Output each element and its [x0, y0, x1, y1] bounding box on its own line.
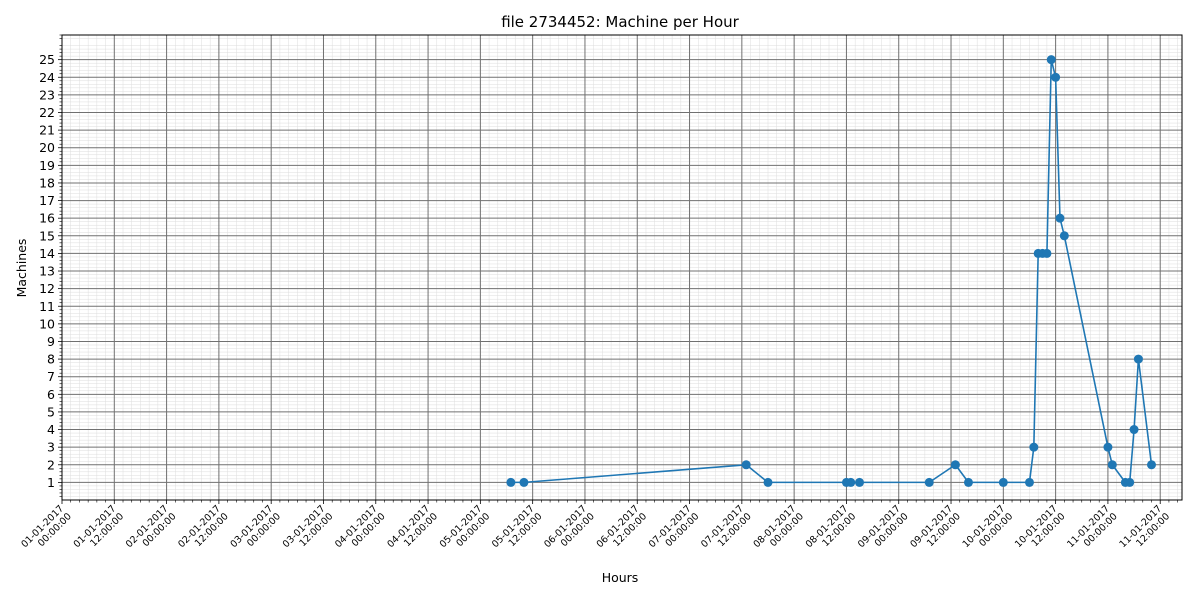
y-tick-label: 18 — [39, 175, 55, 190]
data-point — [855, 477, 865, 487]
x-tick-label: 09-01-201700:00:00 — [856, 503, 911, 558]
y-tick-label: 21 — [39, 123, 55, 138]
y-tick-label: 2 — [47, 457, 55, 472]
x-tick-label: 08-01-201700:00:00 — [751, 503, 806, 558]
x-tick-label: 03-01-201712:00:00 — [281, 503, 336, 558]
x-tick-label: 02-01-201712:00:00 — [176, 503, 231, 558]
x-tick-label: 06-01-201712:00:00 — [595, 503, 650, 558]
series-layer — [506, 55, 1156, 487]
x-tick-label: 10-01-201712:00:00 — [1013, 503, 1068, 558]
data-point — [1125, 477, 1135, 487]
y-tick-label: 25 — [39, 52, 55, 67]
data-point — [763, 477, 773, 487]
y-tick-label: 20 — [39, 140, 55, 155]
y-tick-label: 13 — [39, 264, 55, 279]
data-point — [741, 460, 751, 470]
x-tick-label: 08-01-201712:00:00 — [804, 503, 859, 558]
y-tick-label: 8 — [47, 352, 55, 367]
y-tick-label: 23 — [39, 87, 55, 102]
y-tick-label: 9 — [47, 334, 55, 349]
chart-title: file 2734452: Machine per Hour — [501, 13, 739, 31]
data-point — [506, 477, 516, 487]
x-tick-label: 11-01-201712:00:00 — [1118, 503, 1173, 558]
x-tick-label: 07-01-201700:00:00 — [647, 503, 702, 558]
x-tick-label: 04-01-201700:00:00 — [333, 503, 388, 558]
x-tick-label: 05-01-201700:00:00 — [438, 503, 493, 558]
x-tick-label: 03-01-201700:00:00 — [228, 503, 283, 558]
data-point — [846, 477, 856, 487]
y-tick-label: 17 — [39, 193, 55, 208]
data-point — [1107, 460, 1117, 470]
data-point — [1024, 477, 1034, 487]
x-tick-label: 05-01-201712:00:00 — [490, 503, 545, 558]
data-point — [519, 477, 529, 487]
data-point — [1146, 460, 1156, 470]
y-tick-label: 16 — [39, 211, 55, 226]
data-point — [950, 460, 960, 470]
y-axis-label: Machines — [14, 239, 29, 298]
x-tick-label: 09-01-201712:00:00 — [908, 503, 963, 558]
y-tick-label: 4 — [47, 422, 55, 437]
y-tick-label: 11 — [39, 299, 55, 314]
data-point — [1051, 72, 1061, 82]
x-tick-label: 11-01-201700:00:00 — [1065, 503, 1120, 558]
data-point — [1133, 354, 1143, 364]
data-point — [1059, 231, 1069, 241]
y-tick-label: 1 — [47, 475, 55, 490]
x-tick-label: 02-01-201700:00:00 — [124, 503, 179, 558]
y-tick-label: 7 — [47, 369, 55, 384]
data-point — [1046, 55, 1056, 65]
x-tick-label: 04-01-201712:00:00 — [385, 503, 440, 558]
y-tick-label: 19 — [39, 158, 55, 173]
x-tick-label: 07-01-201712:00:00 — [699, 503, 754, 558]
x-tick-label: 10-01-201700:00:00 — [961, 503, 1016, 558]
grid-layer — [61, 34, 1182, 500]
y-tick-label: 12 — [39, 281, 55, 296]
data-point — [963, 477, 973, 487]
y-tick-label: 15 — [39, 228, 55, 243]
x-tick-label: 01-01-201712:00:00 — [72, 503, 127, 558]
x-tick-label: 06-01-201700:00:00 — [542, 503, 597, 558]
data-point — [1029, 442, 1039, 452]
y-tick-label: 24 — [39, 70, 55, 85]
data-point — [924, 477, 934, 487]
y-tick-label: 5 — [47, 404, 55, 419]
y-tick-label: 6 — [47, 387, 55, 402]
y-tick-label: 10 — [39, 316, 55, 331]
data-point — [1103, 442, 1113, 452]
data-point — [1042, 248, 1052, 258]
data-point — [1129, 425, 1139, 435]
y-tick-label: 14 — [39, 246, 55, 261]
data-point — [1055, 213, 1065, 223]
x-axis-label: Hours — [602, 570, 639, 585]
y-tick-label: 22 — [39, 105, 55, 120]
x-tick-label: 01-01-201700:00:00 — [19, 503, 74, 558]
y-tick-label: 3 — [47, 440, 55, 455]
data-point — [998, 477, 1008, 487]
